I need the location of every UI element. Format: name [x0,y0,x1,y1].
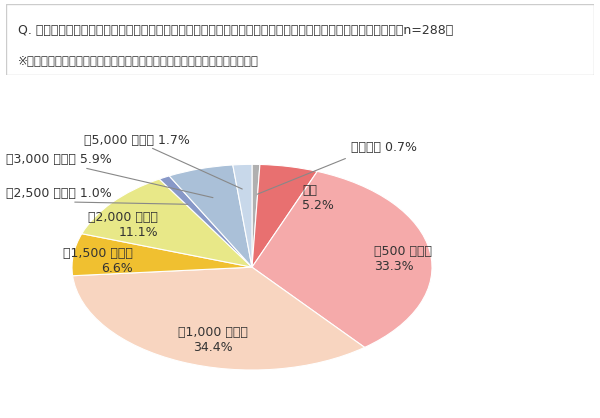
Wedge shape [72,234,252,276]
Text: ～1,000 円以下
34.4%: ～1,000 円以下 34.4% [178,326,248,354]
Wedge shape [252,164,260,267]
Wedge shape [82,179,252,267]
Text: ～2,000 円以下
11.1%: ～2,000 円以下 11.1% [88,211,158,239]
Wedge shape [252,164,317,267]
Text: ～5,000 円以下 1.7%: ～5,000 円以下 1.7% [84,133,190,147]
Wedge shape [233,164,252,267]
Text: Q. あなたは、子どもに対する見守りサービスや製品がいくらくらいまでであれば払ってもいいと思いますか。（n=288）: Q. あなたは、子どもに対する見守りサービスや製品がいくらくらいまでであれば払っ… [18,24,453,37]
Text: ～1,500 円以下
6.6%: ～1,500 円以下 6.6% [63,247,133,275]
Wedge shape [73,267,365,370]
Wedge shape [252,171,432,347]
Wedge shape [160,176,252,267]
Text: それ以上 0.7%: それ以上 0.7% [351,141,417,154]
Text: ～2,500 円以下 1.0%: ～2,500 円以下 1.0% [6,187,112,200]
Text: ～3,000 円以下 5.9%: ～3,000 円以下 5.9% [6,153,112,166]
Text: ～500 円以下
33.3%: ～500 円以下 33.3% [374,245,432,273]
Text: ※見守りサービスや製品に「非常に興味がある」「興味がある」と回答の方: ※見守りサービスや製品に「非常に興味がある」「興味がある」と回答の方 [18,55,259,69]
Text: ０円
5.2%: ０円 5.2% [302,184,334,212]
Wedge shape [169,165,252,267]
